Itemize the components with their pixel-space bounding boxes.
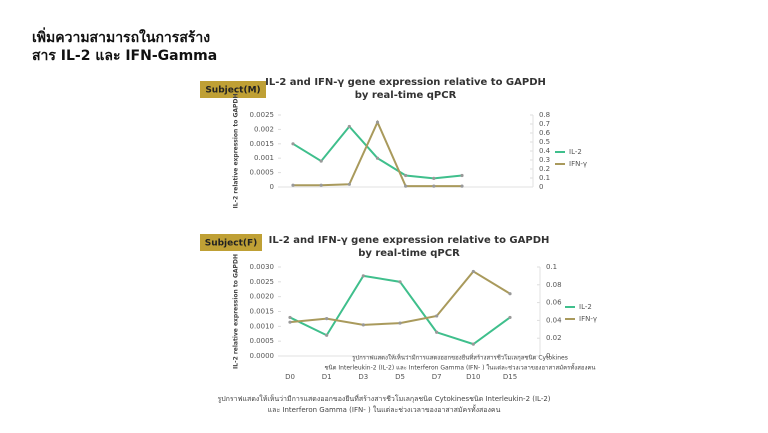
y2-tick-label: 0.1	[546, 263, 557, 271]
data-point	[435, 330, 439, 334]
legend-label: IL-2	[569, 148, 582, 156]
data-point	[347, 182, 351, 186]
data-point	[288, 315, 292, 320]
y2-tick-label: 0.6	[539, 129, 551, 137]
y-tick-label: 0.0025	[250, 278, 275, 286]
data-point	[432, 184, 436, 188]
y2-tick-label: 0.5	[539, 138, 550, 146]
y-tick-label: 0.0020	[250, 293, 275, 301]
data-point	[361, 274, 365, 278]
y2-tick-label: 0	[539, 183, 543, 191]
data-point	[471, 269, 475, 274]
subject-badge	[200, 81, 266, 98]
data-point	[435, 314, 439, 318]
data-point	[361, 323, 365, 327]
data-point	[347, 124, 351, 129]
data-point	[325, 333, 329, 337]
y2-tick-label: 0.8	[539, 111, 550, 119]
y2-tick-label: 0.7	[539, 120, 550, 128]
y-tick-label: 0.0000	[250, 352, 275, 360]
subject-label: Subject(M)	[205, 86, 260, 96]
data-point	[508, 315, 512, 320]
y-tick-label: 0.0010	[250, 322, 275, 330]
data-point	[288, 320, 292, 324]
chart-subtitle: by real-time qPCR	[355, 90, 457, 101]
y2-tick-label: 0	[546, 352, 550, 360]
chart-subtitle: by real-time qPCR	[358, 248, 460, 259]
y-tick-label: 0.0005	[250, 169, 275, 177]
y-axis-label: IL-2 relative expression to GAPDH	[233, 94, 240, 209]
data-point	[404, 173, 408, 178]
chart-caption: ชนิด Interleukin-2 (IL-2) และ Interferon…	[324, 362, 595, 372]
legend-label: IFN-γ	[579, 315, 597, 323]
data-point	[291, 142, 295, 146]
y-tick-label: 0.002	[254, 125, 274, 133]
subject-badge	[200, 234, 262, 251]
subject-label: Subject(F)	[205, 239, 258, 249]
series-line	[289, 274, 511, 346]
caption: รูปกราฟแสดงให้เห็นว่ามีการแสดงออกของยีนท…	[217, 394, 550, 403]
data-point	[471, 342, 475, 346]
y2-tick-label: 0.3	[539, 156, 550, 164]
y-tick-label: 0.001	[254, 154, 274, 162]
x-tick-label: D3	[358, 373, 368, 381]
y-axis-label: IL-2 relative expression to GAPDH	[233, 254, 240, 369]
y-tick-label: 0.0015	[250, 140, 275, 148]
y-tick-label: 0.0005	[250, 337, 275, 345]
chart-title: IL-2 and IFN-γ gene expression relative …	[269, 235, 550, 246]
header-line: เพิ่มความสามารถในการสร้าง	[32, 27, 210, 46]
x-tick-label: D0	[285, 373, 295, 381]
data-point	[432, 176, 436, 180]
series-line	[289, 270, 511, 326]
data-point	[398, 321, 402, 325]
y-tick-label: 0.0025	[250, 111, 275, 119]
data-point	[404, 184, 408, 188]
x-tick-label: D5	[395, 373, 405, 381]
data-point	[460, 173, 464, 178]
legend-label: IFN-γ	[569, 160, 587, 168]
data-point	[508, 292, 512, 296]
data-point	[319, 183, 323, 187]
y2-tick-label: 0.04	[546, 316, 562, 324]
y-tick-label: 0.0030	[250, 263, 275, 271]
x-tick-label: D15	[503, 373, 517, 381]
data-point	[375, 156, 380, 160]
y-tick-label: 0	[270, 183, 274, 191]
header-line: สาร IL-2 และ IFN-Gamma	[32, 48, 217, 64]
x-tick-label: D7	[432, 373, 442, 381]
data-point	[375, 120, 380, 124]
y2-tick-label: 0.02	[546, 334, 562, 342]
y2-tick-label: 0.1	[539, 174, 550, 182]
x-tick-label: D10	[466, 373, 480, 381]
x-tick-label: D1	[322, 373, 332, 381]
data-point	[291, 183, 295, 187]
y-tick-label: 0.0015	[250, 308, 275, 316]
chart-title: IL-2 and IFN-γ gene expression relative …	[265, 77, 546, 88]
series-line	[293, 119, 462, 188]
data-point	[398, 280, 402, 284]
chart-caption: รูปกราฟแสดงให้เห็นว่ามีการแสดงออกของยีนท…	[352, 353, 568, 362]
data-point	[325, 317, 329, 321]
data-point	[460, 184, 464, 188]
data-point	[319, 159, 323, 163]
legend-label: IL-2	[579, 303, 592, 311]
y2-tick-label: 0.08	[546, 281, 562, 289]
caption: และ Interferon Gamma (IFN- ) ในแต่ละช่วง…	[268, 403, 501, 414]
y2-tick-label: 0.06	[546, 299, 562, 307]
y2-tick-label: 0.2	[539, 165, 550, 173]
series-line	[292, 124, 463, 180]
y2-tick-label: 0.4	[539, 147, 551, 155]
